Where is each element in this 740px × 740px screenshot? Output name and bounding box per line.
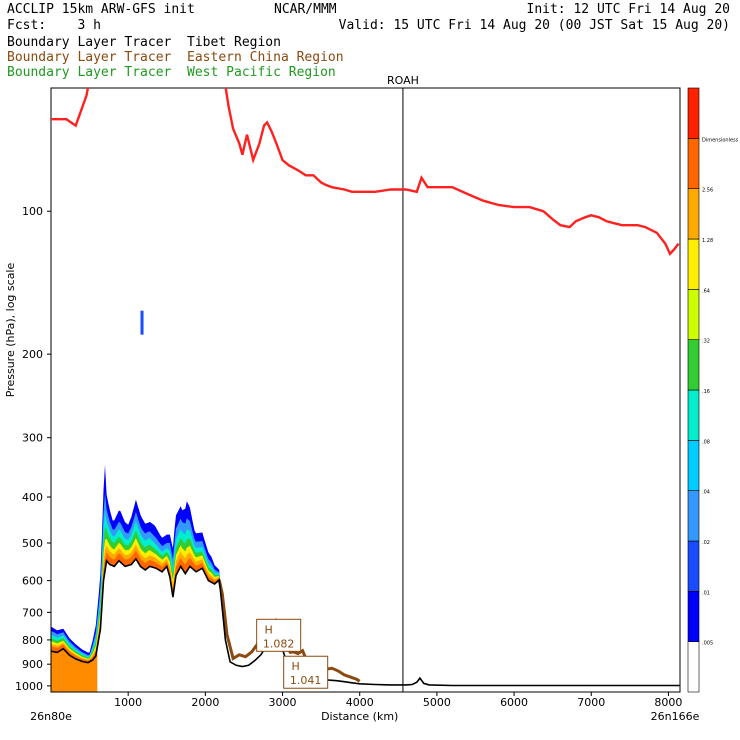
header-valid: Valid: 15 UTC Fri 14 Aug 20 (00 JST Sat …: [338, 18, 730, 33]
x-tick-label-6: 7000: [577, 696, 605, 709]
colorbar-swatch-0: [687, 641, 700, 693]
colorbar-label-8: 1.28: [702, 238, 713, 244]
colorbar-label-1: .01: [702, 590, 710, 596]
colorbar-label-10: Dimensionless: [702, 137, 739, 143]
tracer-tibet-name: Boundary Layer Tracer: [7, 35, 172, 50]
tracer-legend-eastern-china: Boundary Layer Tracer Eastern China Regi…: [7, 50, 344, 65]
colorbar-swatch-5: [687, 389, 700, 441]
endpoint-right-label: 26n166e: [651, 710, 700, 723]
y-tick-label-2: 300: [22, 432, 43, 445]
x-tick-label-5: 6000: [500, 696, 528, 709]
colorbar-swatch-10: [687, 138, 700, 189]
tracer-blob: [140, 310, 144, 335]
header-title: ACCLIP 15km ARW-GFS init: [7, 2, 195, 17]
tracer-band-1: [51, 493, 221, 663]
colorbar-label-4: .08: [702, 439, 710, 445]
colorbar-label-0: .005: [702, 641, 713, 647]
y-tick-label-9: 1000: [15, 680, 43, 693]
x-tick-label-4: 5000: [423, 696, 451, 709]
tracer-tibet-region: Tibet Region: [187, 35, 281, 50]
endpoint-left-label: 26n80e: [30, 710, 72, 723]
y-tick-label-6: 700: [22, 606, 43, 619]
high-value-1: 1.041: [290, 674, 322, 687]
header-org: NCAR/MMM: [274, 2, 337, 17]
series-tropopause-2: [224, 88, 680, 257]
y-tick-label-8: 900: [22, 658, 43, 671]
high-box-1: [283, 655, 329, 689]
tracer-china-region: Eastern China Region: [187, 50, 344, 65]
colorbar-swatch-7: [687, 289, 700, 340]
x-tick-label-3: 4000: [346, 696, 374, 709]
high-value-0: 1.082: [263, 637, 295, 650]
tracer-band-6: [51, 550, 221, 663]
header-forecast: Fcst: 3 h: [7, 18, 101, 33]
high-box-0: [256, 618, 302, 652]
y-tick-label-3: 400: [22, 491, 43, 504]
tracer-band-0: [51, 465, 221, 663]
tracer-legend-west-pacific: Boundary Layer Tracer West Pacific Regio…: [7, 65, 336, 80]
high-symbol-1: H: [292, 660, 300, 673]
tracer-legend-tibet: Boundary Layer Tracer Tibet Region: [7, 35, 281, 50]
y-tick-label-4: 500: [22, 537, 43, 550]
colorbar-label-9: 2.56: [702, 188, 713, 194]
colorbar-swatch-8: [687, 238, 700, 290]
series-tibet: [51, 557, 680, 687]
colorbar-swatch-2: [687, 540, 700, 592]
header-init: Init: 12 UTC Fri 14 Aug 20: [526, 2, 731, 17]
tracer-pacific-region: West Pacific Region: [187, 65, 336, 80]
tracer-ground-fill: [51, 647, 98, 692]
colorbar-swatch-4: [687, 440, 700, 491]
roah-label: ROAH: [387, 74, 419, 87]
colorbar-label-2: .02: [702, 540, 710, 546]
colorbar-label-3: .04: [702, 490, 710, 496]
x-tick-label-1: 2000: [191, 696, 219, 709]
y-tick-label-7: 800: [22, 634, 43, 647]
colorbar-label-6: .32: [702, 339, 710, 345]
colorbar-swatch-3: [687, 490, 700, 542]
x-tick-label-7: 8000: [654, 696, 682, 709]
tracer-china-name: Boundary Layer Tracer: [7, 50, 172, 65]
series-tropopause-1: [167, 0, 172, 76]
x-tick-label-2: 3000: [269, 696, 297, 709]
colorbar-swatch-1: [687, 591, 700, 642]
y-tick-label-1: 200: [22, 348, 43, 361]
colorbar-label-5: .16: [702, 389, 710, 395]
high-symbol-0: H: [265, 623, 273, 636]
tracer-pacific-name: Boundary Layer Tracer: [7, 65, 172, 80]
colorbar-swatch-6: [687, 339, 700, 391]
y-tick-label-0: 100: [22, 205, 43, 218]
series-tropopause-0: [51, 88, 90, 128]
x-axis-label: Distance (km): [321, 710, 398, 723]
plot-frame: [50, 87, 681, 693]
x-tick-label-0: 1000: [114, 696, 142, 709]
colorbar-label-7: .64: [702, 288, 710, 294]
y-axis-label: Pressure (hPa), log scale: [4, 263, 17, 398]
colorbar-swatch-11: [687, 87, 700, 139]
tracer-band-5: [51, 544, 221, 663]
y-tick-label-5: 600: [22, 575, 43, 588]
colorbar-swatch-9: [687, 188, 700, 240]
